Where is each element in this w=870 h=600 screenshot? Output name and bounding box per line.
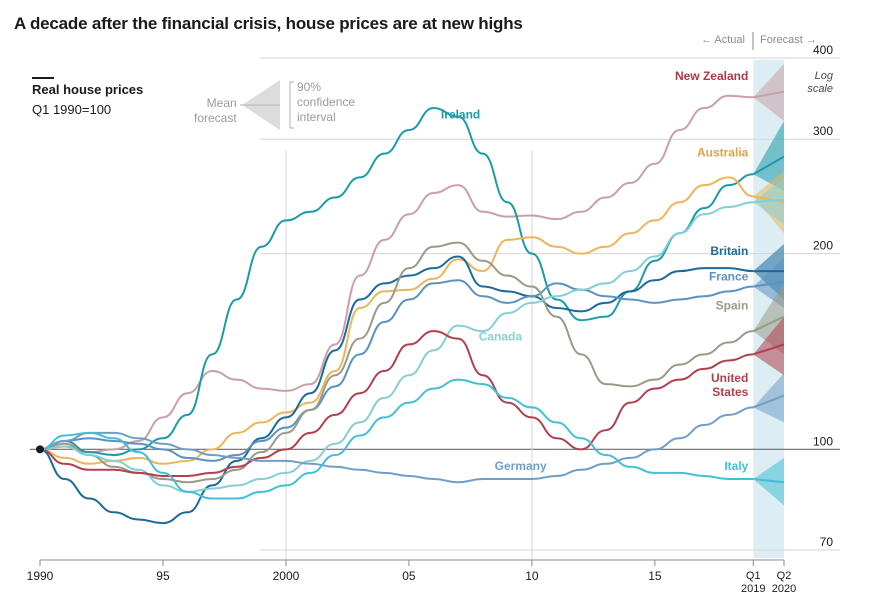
new-zealand-forecast-mean <box>753 90 785 99</box>
ireland-forecast-mean <box>752 155 785 176</box>
origin-dot <box>36 445 44 454</box>
france-forecast-mean <box>753 280 785 288</box>
united-states-forecast-fan <box>753 316 784 376</box>
germany-label: Germany <box>495 459 547 473</box>
france-line <box>39 279 754 462</box>
log-scale-label-1: Log <box>815 70 834 82</box>
spain-line <box>39 241 754 484</box>
key-ci-line-2: confidence <box>297 95 356 109</box>
key-bracket-icon <box>289 81 294 129</box>
ireland-label: Ireland <box>441 107 480 121</box>
legend-series-title: Real house prices <box>32 82 144 97</box>
new-zealand-forecast-fan <box>753 63 784 121</box>
canada-forecast-mean <box>753 198 785 204</box>
britain-label: Britain <box>710 244 748 258</box>
x-tick-label: 95 <box>156 569 170 583</box>
x-tick-label: 2020 <box>772 583 796 595</box>
log-scale-label-2: scale <box>807 83 833 95</box>
spain-forecast-mean <box>752 315 785 333</box>
key-mean-line-1: Mean <box>206 96 237 110</box>
italy-label: Italy <box>724 459 748 473</box>
x-tick-label: Q1 <box>746 570 761 582</box>
united-states-forecast-mean <box>752 343 785 356</box>
y-tick-label: 300 <box>813 124 833 138</box>
australia-label: Australia <box>697 146 749 160</box>
united-states-line <box>39 330 754 477</box>
italy-line <box>39 378 754 500</box>
united-states-label: States <box>712 385 748 399</box>
australia-line <box>39 176 754 465</box>
x-tick-label: 15 <box>648 569 662 583</box>
y-tick-label: 70 <box>820 535 834 549</box>
ireland-line <box>39 107 754 457</box>
germany-line <box>39 406 754 484</box>
key-ci-line-3: interval <box>297 110 336 124</box>
united-states-label: United <box>711 371 748 385</box>
canada-line <box>39 201 754 493</box>
y-tick-label: 400 <box>813 43 833 57</box>
key-mean-forecast-label: Mean forecast <box>194 96 237 126</box>
y-tick-label: 200 <box>813 239 833 253</box>
britain-line <box>39 255 754 525</box>
x-tick-label: 05 <box>402 569 416 583</box>
x-tick-label: 2000 <box>273 569 300 583</box>
y-tick-label: 100 <box>813 434 833 448</box>
germany-forecast-fan <box>753 373 784 423</box>
legend-subtitle: Q1 1990=100 <box>32 102 112 117</box>
ireland-forecast-fan <box>753 120 784 191</box>
key-mean-line-2: forecast <box>194 111 237 125</box>
forecast-header: Forecast → <box>760 34 817 46</box>
forecast-mean-lines <box>36 90 785 484</box>
legend-rule <box>32 77 54 79</box>
x-tick-label: Q2 <box>777 570 792 582</box>
y-axis: 70 100 200 300 400 <box>813 43 833 549</box>
spain-label: Spain <box>716 299 749 313</box>
series-lines <box>39 94 754 525</box>
canada-label: Canada <box>479 330 523 344</box>
key-confidence-label: 90% confidence interval <box>297 80 355 125</box>
gridlines <box>30 57 840 560</box>
x-tick-label: 1990 <box>27 569 54 583</box>
germany-forecast-mean <box>752 394 785 409</box>
france-label: France <box>709 269 749 283</box>
key-ci-line-1: 90% <box>297 80 322 94</box>
x-tick-label: 2019 <box>741 583 765 595</box>
series-labels: New Zealand Ireland Australia Britain France… <box>441 69 749 473</box>
new-zealand-label: New Zealand <box>675 69 748 83</box>
chart-title: A decade after the financial crisis, hou… <box>14 14 523 33</box>
x-tick-label: 10 <box>525 569 539 583</box>
new-zealand-line <box>39 94 754 454</box>
actual-header: ← Actual <box>701 34 745 46</box>
italy-forecast-mean <box>753 478 785 484</box>
